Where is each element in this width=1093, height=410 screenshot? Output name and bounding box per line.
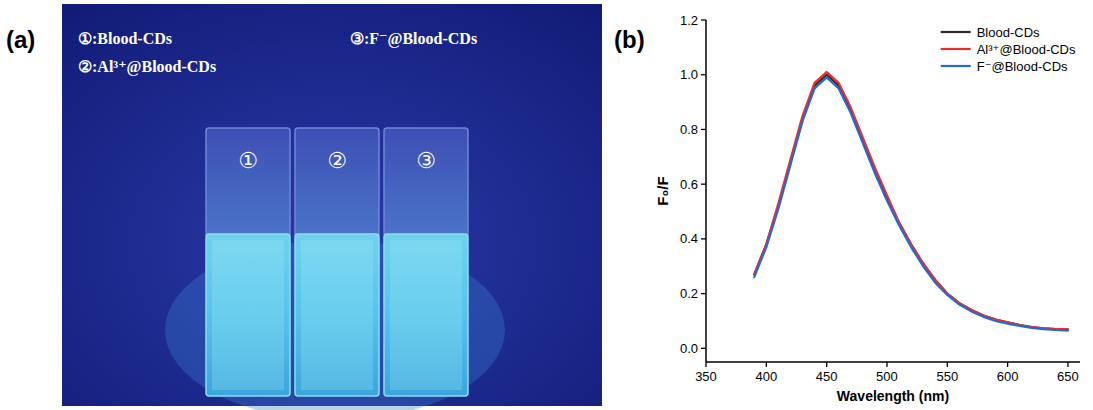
- x-tick: [1067, 362, 1068, 367]
- cuvette-liquid: [206, 234, 290, 396]
- cuvette-number: ③: [416, 148, 436, 173]
- photo-caption: ③:F⁻@Blood-CDs: [350, 30, 477, 48]
- x-tick-label: 400: [755, 369, 777, 384]
- photo-caption: ①:Blood-CDs: [78, 30, 172, 47]
- glow: [165, 240, 505, 410]
- y-tick-label: 0.4: [680, 231, 698, 246]
- cuvette-liquid: [295, 234, 379, 396]
- x-tick-label: 450: [816, 369, 838, 384]
- x-axis: [706, 361, 1080, 363]
- axes: 350 400 450 500 550 600 650 0.0 0.2 0.4 0.6 0.8 1.0 1…: [654, 13, 1080, 405]
- liquid-highlight: [301, 240, 373, 390]
- x-tick-label: 500: [876, 369, 898, 384]
- cuvette-number: ①: [238, 148, 258, 173]
- x-tick-label: 600: [997, 369, 1019, 384]
- y-tick: [701, 293, 706, 294]
- legend-label: Blood-CDs: [977, 25, 1040, 40]
- legend-swatch: [941, 31, 971, 33]
- series-line: [754, 72, 1068, 329]
- legend-label: F⁻@Blood-CDs: [977, 59, 1068, 74]
- panel-label: (a): [6, 26, 35, 53]
- x-tick: [826, 362, 827, 367]
- y-tick-label: 1.0: [680, 67, 698, 82]
- y-tick-label: 0.8: [680, 122, 698, 137]
- x-tick: [947, 362, 948, 367]
- legend-label: Al³⁺@Blood-CDs: [977, 42, 1076, 57]
- y-tick: [701, 184, 706, 185]
- cuvette-top: [384, 128, 468, 236]
- legend-swatch: [941, 65, 971, 67]
- y-tick: [701, 348, 706, 349]
- y-tick-label: 0.0: [680, 341, 698, 356]
- legend-swatch: [941, 48, 971, 50]
- photo-caption: ②:Al³⁺@Blood-CDs: [78, 58, 216, 76]
- y-tick: [701, 19, 706, 20]
- cuvette-liquid: [384, 234, 468, 396]
- series-line: [754, 77, 1068, 330]
- x-tick-label: 650: [1057, 369, 1079, 384]
- x-axis-title: Wavelength (nm): [837, 388, 949, 404]
- cuvette-top: [295, 128, 379, 236]
- x-tick-label: 550: [936, 369, 958, 384]
- liquid-highlight: [212, 240, 284, 390]
- y-tick: [701, 129, 706, 130]
- liquid-highlight: [390, 240, 462, 390]
- cuvette-number: ②: [327, 148, 347, 173]
- figure: (a) ①:Blood-CDs ②:Al³⁺@Blood-CDs ③:F⁻@Blood…: [0, 0, 1093, 410]
- photo-background: [62, 4, 602, 406]
- y-tick-label: 0.2: [680, 286, 698, 301]
- y-tick: [701, 74, 706, 75]
- legend: Blood-CDs Al³⁺@Blood-CDs F⁻@Blood-CDs: [941, 25, 1076, 74]
- x-tick: [1007, 362, 1008, 367]
- series-line: [754, 75, 1068, 330]
- x-tick: [705, 362, 706, 367]
- y-tick: [701, 238, 706, 239]
- y-tick-label: 0.6: [680, 177, 698, 192]
- plot-area: [754, 72, 1068, 331]
- y-axis-title: F₀/F: [654, 176, 671, 205]
- x-tick: [886, 362, 887, 367]
- x-tick: [766, 362, 767, 367]
- y-tick-label: 1.2: [680, 13, 698, 28]
- x-tick-label: 350: [695, 369, 717, 384]
- panel-label: (b): [614, 26, 645, 53]
- y-axis: [705, 20, 707, 362]
- cuvette-top: [206, 128, 290, 236]
